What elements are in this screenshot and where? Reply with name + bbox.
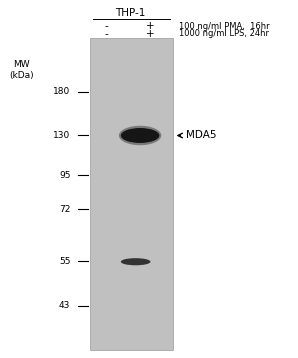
Ellipse shape (119, 126, 161, 145)
Bar (90, 38, 173, 350)
Text: 43: 43 (59, 301, 70, 310)
Text: 72: 72 (59, 205, 70, 214)
Text: -: - (104, 21, 108, 32)
Text: +: + (146, 21, 155, 32)
Text: 130: 130 (53, 131, 70, 140)
Text: 55: 55 (59, 257, 70, 266)
Ellipse shape (121, 128, 159, 143)
Text: MDA5: MDA5 (186, 131, 217, 140)
Text: 95: 95 (59, 171, 70, 180)
Text: 180: 180 (53, 87, 70, 96)
Text: 1000 ng/ml LPS, 24hr: 1000 ng/ml LPS, 24hr (179, 29, 269, 38)
Text: MW
(kDa): MW (kDa) (9, 59, 34, 79)
Text: -: - (104, 29, 108, 39)
Ellipse shape (121, 258, 150, 265)
Text: THP-1: THP-1 (115, 8, 145, 18)
Text: +: + (146, 29, 155, 39)
Text: 100 ng/ml PMA,  16hr: 100 ng/ml PMA, 16hr (179, 22, 269, 31)
